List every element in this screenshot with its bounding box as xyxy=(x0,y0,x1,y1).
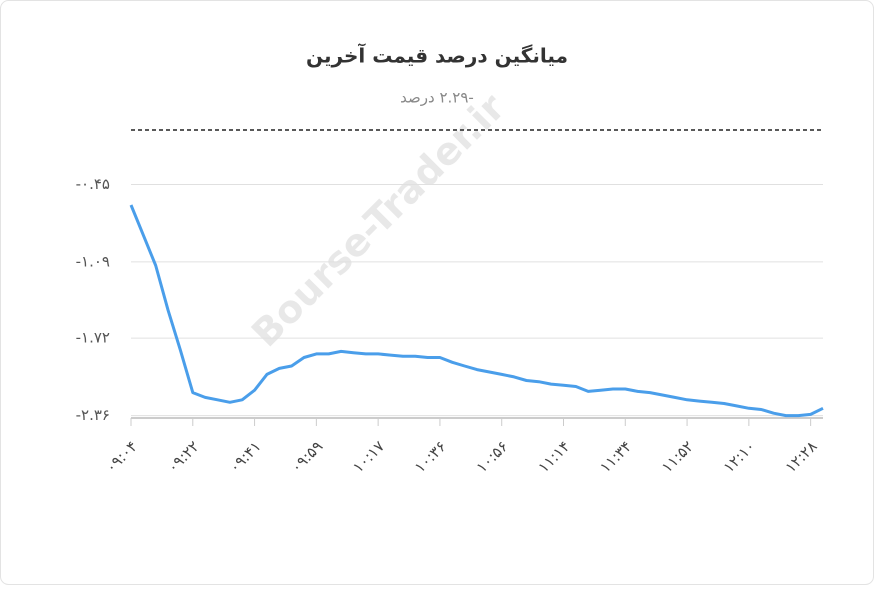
y-tick-label: -۰.۴۵ xyxy=(76,175,110,193)
line-series xyxy=(129,204,824,418)
chart-subtitle: -۲.۲۹ درصد xyxy=(400,89,474,107)
y-tick-label: -۱.۰۹ xyxy=(76,252,110,270)
y-tick-label: -۱.۷۲ xyxy=(76,329,110,347)
y-tick-label: -۲.۳۶ xyxy=(76,406,110,424)
chart-title: میانگین درصد قیمت آخرین xyxy=(306,43,568,68)
